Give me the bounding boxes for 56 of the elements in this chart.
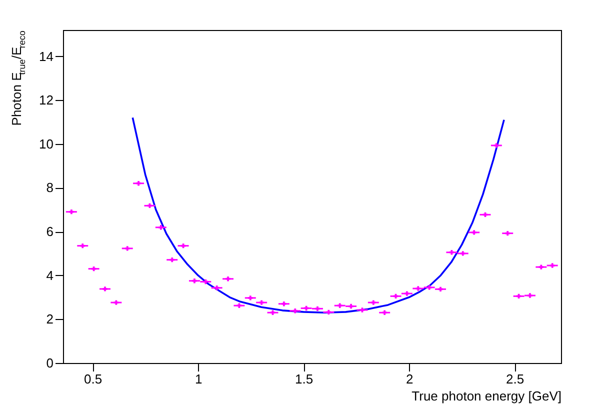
point <box>114 300 119 305</box>
point <box>360 308 365 312</box>
y-axis-title: Photon Etrue/Ereco <box>9 30 27 126</box>
point <box>192 278 197 284</box>
point <box>158 225 164 230</box>
x-tick-label: 2.5 <box>506 372 524 386</box>
point <box>338 303 342 308</box>
point <box>416 286 420 291</box>
point <box>282 302 286 306</box>
x-axis-title: True photon energy [GeV] <box>412 388 562 404</box>
point <box>69 209 74 214</box>
point <box>438 286 443 292</box>
point <box>102 286 108 292</box>
point <box>136 181 141 186</box>
point <box>528 293 532 298</box>
point <box>449 250 454 255</box>
y-tick-label: 4 <box>46 268 54 283</box>
point <box>426 285 432 290</box>
point <box>538 264 544 270</box>
point <box>404 291 410 296</box>
point <box>550 263 555 268</box>
point <box>236 303 242 308</box>
point <box>371 300 376 305</box>
line-series <box>132 116 505 314</box>
point <box>505 230 510 236</box>
y-tick-label: 12 <box>39 92 54 108</box>
point <box>248 296 253 300</box>
point <box>382 310 387 315</box>
point <box>214 286 220 290</box>
point <box>80 243 85 248</box>
x-tick-label: 1.5 <box>295 372 314 386</box>
x-tick-label: 1 <box>194 372 202 386</box>
point <box>259 300 264 305</box>
point <box>482 212 488 218</box>
point <box>393 294 398 299</box>
point <box>292 308 298 314</box>
point <box>516 294 522 299</box>
y-tick-label: 10 <box>39 136 54 152</box>
point <box>125 246 130 251</box>
point <box>460 251 466 256</box>
y-tick-label: 6 <box>46 224 54 240</box>
point <box>270 310 276 315</box>
point <box>326 310 332 315</box>
point <box>315 306 320 312</box>
x-tick-label: 0.5 <box>84 372 102 386</box>
y-tick-label: 0 <box>46 356 54 370</box>
point <box>472 230 476 235</box>
point <box>348 304 354 309</box>
point <box>170 257 174 262</box>
point <box>203 279 208 284</box>
y-tick-label: 2 <box>46 312 54 327</box>
point <box>494 143 499 148</box>
y-tick-label: 8 <box>46 180 54 196</box>
point <box>226 276 230 282</box>
y-tick-label: 14 <box>39 48 54 64</box>
x-tick-label: 2 <box>406 372 414 386</box>
